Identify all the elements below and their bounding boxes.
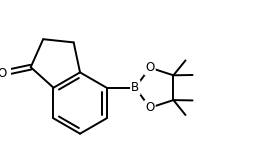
Text: O: O: [145, 61, 155, 74]
Text: B: B: [131, 81, 139, 94]
Text: O: O: [145, 101, 155, 114]
Text: O: O: [0, 67, 7, 80]
